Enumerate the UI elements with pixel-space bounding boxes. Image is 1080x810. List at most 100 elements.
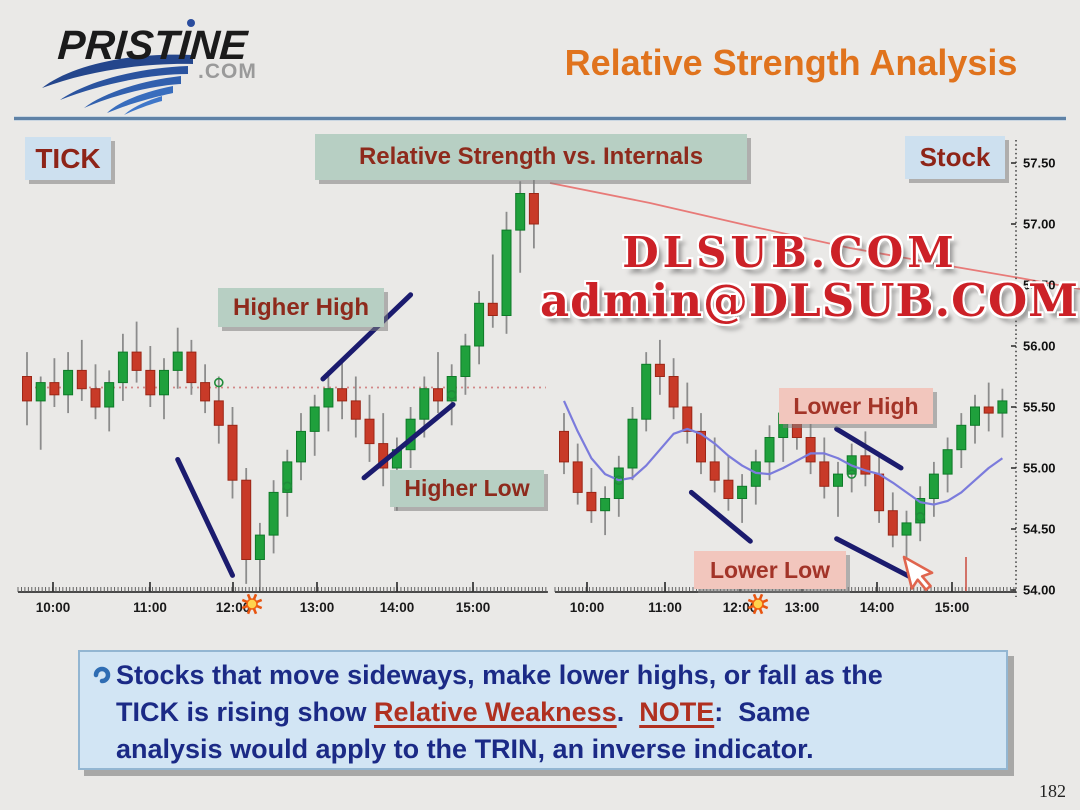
candle (200, 382, 211, 402)
candle (76, 369, 87, 390)
x-tick-label: 14:00 (380, 600, 415, 615)
candle (997, 400, 1008, 414)
x-tick-label: 15:00 (456, 600, 491, 615)
candle (586, 491, 597, 512)
summary-span: . (616, 697, 640, 727)
summary-span: Stocks that move sideways, make lower hi… (116, 660, 883, 690)
candle (309, 406, 320, 432)
candle (805, 437, 816, 463)
x-tick-label: 12:00 (216, 600, 251, 615)
candle (723, 479, 734, 500)
tick-chart-badge: TICK (25, 137, 111, 180)
y-tick-label: 54.50 (1023, 522, 1056, 537)
candle (90, 388, 101, 408)
trendline-uptrend-higher-low (361, 402, 456, 481)
candle (572, 461, 583, 493)
x-tick-label: 11:00 (648, 600, 682, 615)
candle (433, 388, 443, 402)
candle (145, 369, 156, 396)
candle (627, 418, 638, 469)
candle (35, 382, 46, 402)
annotation-lower-high: Lower High (779, 388, 933, 424)
candle (928, 473, 939, 500)
candle (641, 363, 652, 420)
page-number: 182 (1039, 781, 1066, 801)
candle (172, 351, 183, 371)
summary-text: Stocks that move sideways, make lower hi… (116, 657, 992, 768)
candle (268, 491, 279, 536)
header-divider (14, 117, 1066, 120)
y-axis: 57.50 57.00 56.50 56.00 55.50 55.00 54.50 54.00 (1011, 140, 1056, 598)
candle (186, 351, 197, 384)
candle (764, 437, 775, 463)
y-tick-label: 55.50 (1023, 400, 1056, 415)
x-tick-label: 14:00 (860, 600, 895, 615)
x-tick-label: 10:00 (570, 600, 605, 615)
candle (213, 400, 224, 426)
summary-emphasis: Relative Weakness (374, 697, 617, 727)
candle (63, 369, 74, 396)
moving-average-line (562, 400, 1004, 506)
summary-span: analysis would apply to the TRIN, an inv… (116, 734, 814, 764)
logo-wing-icon (42, 54, 193, 115)
candle (600, 498, 611, 512)
candle (819, 461, 830, 487)
candle (887, 510, 898, 536)
candle (296, 430, 306, 463)
summary-emphasis: NOTE (639, 697, 715, 727)
annotation-higher-low: Higher Low (390, 470, 544, 507)
y-tick-label: 54.00 (1023, 583, 1056, 598)
y-tick-label: 56.50 (1023, 278, 1056, 293)
summary-span: TICK is rising show (116, 697, 375, 727)
candle (323, 388, 334, 408)
signal-marker (446, 389, 457, 400)
y-tick-label: 57.00 (1023, 217, 1056, 232)
trendline-uptrend-higher-high (320, 292, 414, 382)
candle (104, 382, 115, 408)
x-tick-label: 10:00 (36, 600, 71, 615)
trendline-downtrend-lower-low-1 (688, 489, 753, 544)
y-tick-label: 57.50 (1023, 156, 1056, 171)
candle (956, 424, 967, 451)
trendline-downtrend-lower-high (834, 426, 904, 471)
pristine-logo: PRISTINE .COM (18, 8, 278, 118)
candle (419, 388, 430, 420)
trendline-downtrend-lower-low-2 (834, 536, 915, 581)
trendline-downtrend-into-low (175, 456, 235, 578)
y-tick-label: 55.00 (1023, 461, 1056, 476)
candle (337, 388, 348, 402)
summary-text-box: Stocks that move sideways, make lower hi… (78, 650, 1008, 770)
candle (364, 418, 375, 445)
candle (559, 430, 569, 463)
candle (682, 406, 693, 432)
candle (860, 455, 871, 475)
candle (474, 302, 485, 347)
candle (613, 467, 624, 499)
candle (515, 193, 526, 231)
bullet-icon (92, 665, 111, 689)
candle (241, 479, 252, 561)
candle (227, 424, 238, 481)
candle (159, 369, 169, 396)
candle (915, 498, 926, 524)
signal-marker (282, 481, 293, 492)
x-tick-label: 13:00 (300, 600, 335, 615)
annotation-lower-low: Lower Low (694, 551, 846, 589)
candle (501, 229, 512, 317)
annotation-higher-high: Higher High (218, 288, 384, 327)
x-tick-label: 15:00 (935, 600, 970, 615)
candle (254, 534, 265, 560)
candle (282, 461, 293, 493)
candle (901, 522, 912, 536)
candle (709, 461, 720, 481)
signal-marker (915, 511, 926, 522)
candle (737, 485, 748, 499)
candle (131, 351, 142, 371)
x-tick-label: 13:00 (785, 600, 820, 615)
sun-marker-icon (747, 593, 769, 615)
chart-heading-badge: Relative Strength vs. Internals (315, 134, 747, 180)
candle (668, 376, 679, 408)
candle (970, 406, 980, 426)
candle (460, 345, 471, 377)
